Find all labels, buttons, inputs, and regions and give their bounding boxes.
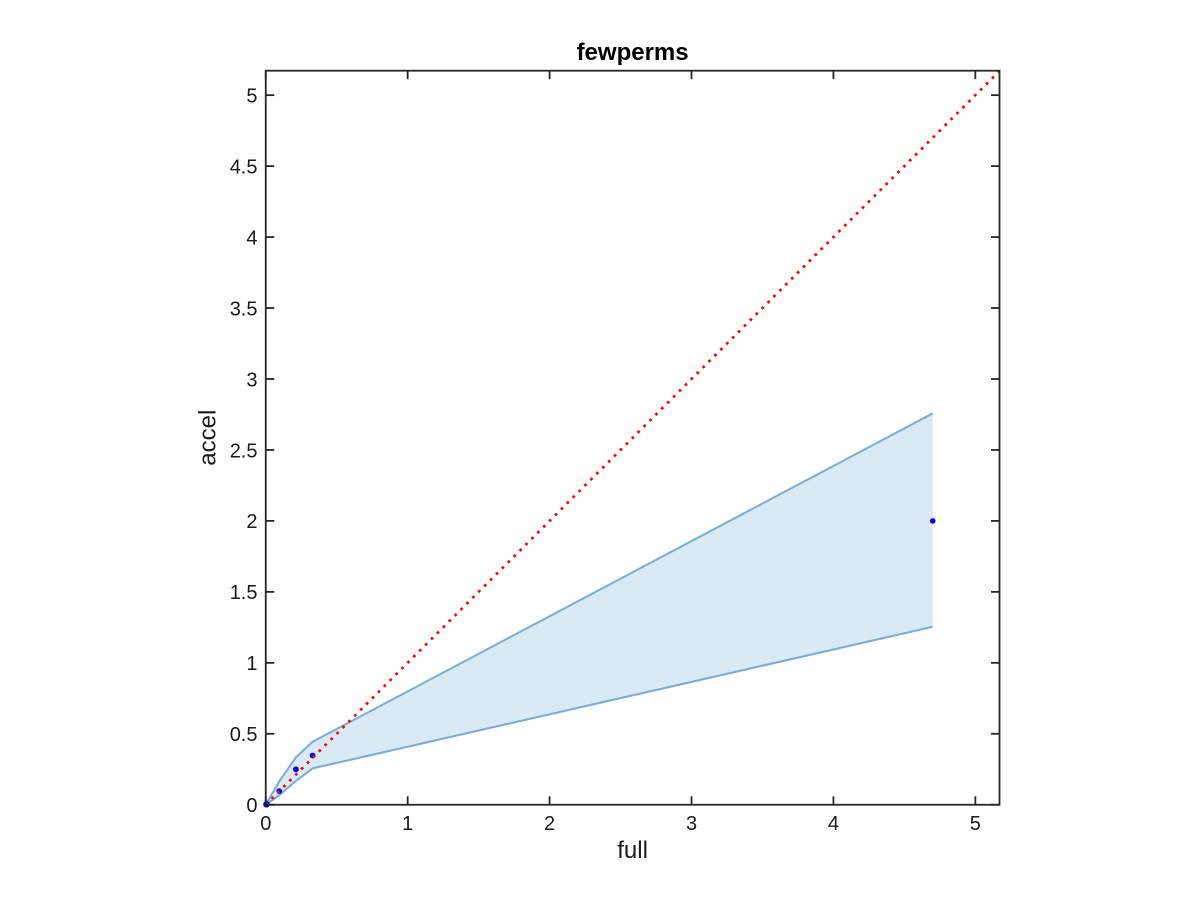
svg-text:1: 1	[402, 813, 413, 835]
svg-text:4: 4	[246, 227, 257, 249]
svg-text:fewperms: fewperms	[577, 39, 689, 66]
svg-text:3: 3	[686, 813, 697, 835]
svg-text:0: 0	[246, 795, 257, 817]
svg-text:2: 2	[544, 813, 555, 835]
svg-text:0.5: 0.5	[230, 724, 258, 746]
svg-text:1: 1	[246, 653, 257, 675]
svg-text:3: 3	[246, 369, 257, 391]
svg-text:full: full	[617, 837, 648, 864]
svg-text:4.5: 4.5	[230, 156, 258, 178]
svg-text:4: 4	[828, 813, 839, 835]
svg-text:0: 0	[260, 813, 271, 835]
svg-text:accel: accel	[195, 410, 222, 466]
svg-text:5: 5	[970, 813, 981, 835]
svg-text:5: 5	[246, 85, 257, 107]
svg-text:1.5: 1.5	[230, 582, 258, 604]
svg-text:2: 2	[246, 511, 257, 533]
svg-text:3.5: 3.5	[230, 298, 258, 320]
svg-text:2.5: 2.5	[230, 440, 258, 462]
